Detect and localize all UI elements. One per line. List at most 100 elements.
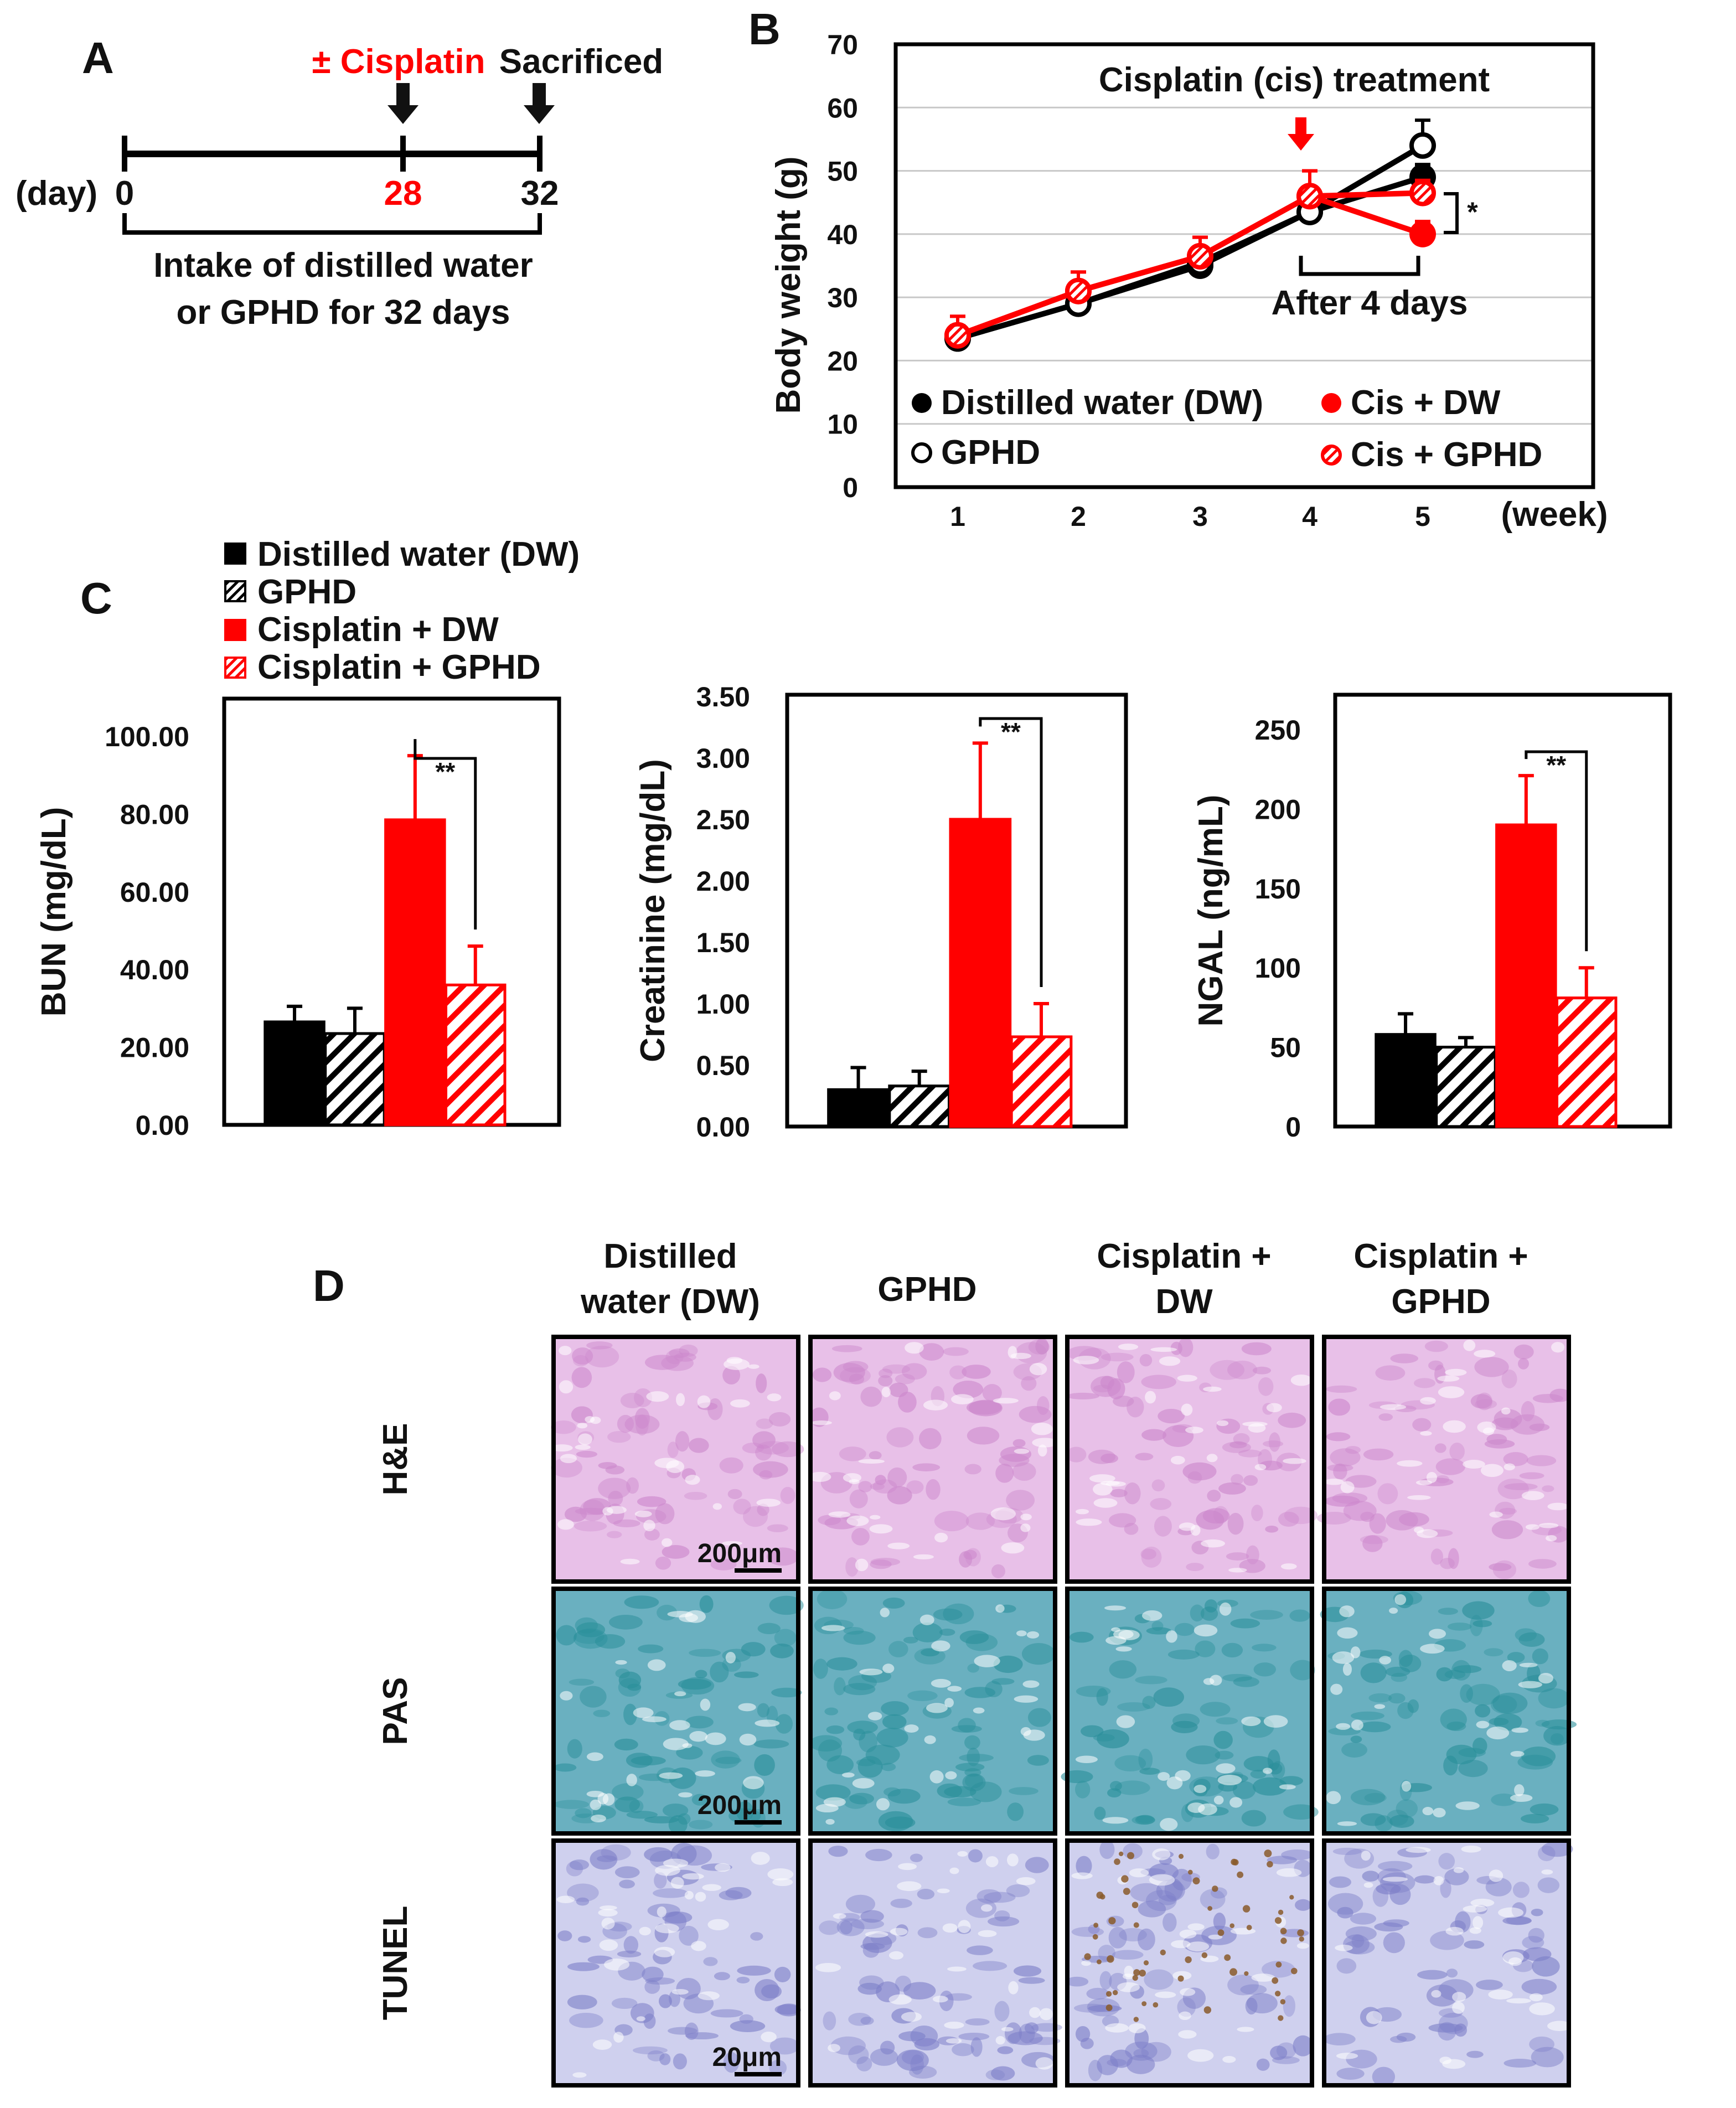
tubule-lumen xyxy=(1124,1965,1134,1977)
tissue-texture xyxy=(912,1622,943,1642)
tubule-lumen xyxy=(1102,1817,1129,1824)
tissue-texture xyxy=(644,1847,673,1862)
tissue-texture xyxy=(840,1367,871,1384)
tubule-lumen xyxy=(958,1920,971,1934)
tissue-texture xyxy=(1227,1512,1244,1535)
scale-bar-label: 200μm xyxy=(698,1791,782,1820)
tissue-texture xyxy=(1009,1787,1038,1795)
tubule-lumen xyxy=(698,1991,720,2001)
tissue-texture xyxy=(1134,2028,1149,2049)
tubule-lumen xyxy=(1031,1423,1053,1435)
tissue-texture xyxy=(933,1608,963,1621)
tissue-texture xyxy=(1532,1956,1560,1977)
data-point xyxy=(944,322,971,349)
tissue-texture xyxy=(1374,1922,1403,1932)
tissue-texture xyxy=(1503,1452,1528,1466)
tubule-lumen xyxy=(1508,1957,1522,1966)
tissue-texture xyxy=(1240,1984,1267,1995)
tunel-positive-cell xyxy=(1132,1975,1138,1981)
histology-image xyxy=(1065,1838,1314,2088)
tubule-lumen xyxy=(869,1524,893,1534)
tubule-lumen xyxy=(1401,1781,1412,1792)
tissue-texture xyxy=(608,1491,623,1506)
tissue-texture xyxy=(903,1636,918,1644)
tubule-lumen xyxy=(557,1519,574,1530)
tubule-lumen xyxy=(887,1542,910,1549)
tissue-texture xyxy=(959,1630,989,1644)
y-tick-label: 80.00 xyxy=(120,799,189,830)
tunel-positive-cell xyxy=(1289,1895,1294,1900)
legend-swatch-dw xyxy=(224,542,246,565)
tissue-texture xyxy=(1341,1742,1367,1758)
tissue-texture xyxy=(860,1910,884,1923)
tissue-texture xyxy=(1476,1392,1493,1410)
tissue-texture xyxy=(882,1714,907,1729)
tissue-texture xyxy=(586,1341,613,1350)
tissue-texture xyxy=(1021,1376,1037,1391)
tubule-lumen xyxy=(1229,1797,1243,1808)
bar xyxy=(1495,823,1557,1128)
tissue-texture xyxy=(970,2037,983,2057)
tubule-lumen xyxy=(751,1852,770,1865)
tissue-texture xyxy=(612,1783,644,1801)
tissue-texture xyxy=(1268,1432,1280,1452)
tissue-texture xyxy=(965,2018,990,2026)
tubule-lumen xyxy=(1118,1344,1139,1350)
tissue-texture xyxy=(684,1491,707,1500)
image-border xyxy=(551,1335,800,1584)
tissue-texture xyxy=(631,1756,666,1766)
tissue-texture xyxy=(1486,1434,1507,1445)
tissue-texture xyxy=(576,1622,606,1637)
tissue-texture xyxy=(1252,1366,1272,1375)
tissue-texture xyxy=(1504,1483,1538,1490)
tissue-texture xyxy=(949,1365,967,1380)
tissue-texture xyxy=(1139,1768,1160,1775)
tubule-lumen xyxy=(1185,1427,1203,1434)
legend-bar-label-cis-dw: Cisplatin + DW xyxy=(257,611,499,649)
tissue-texture xyxy=(878,1375,893,1387)
tissue-texture xyxy=(1506,1916,1532,1925)
y-tick-label: 0.50 xyxy=(696,1050,750,1081)
tissue-texture xyxy=(1451,1660,1471,1681)
tissue-texture xyxy=(1218,1482,1246,1495)
tubule-lumen xyxy=(1332,1651,1355,1664)
tubule-lumen xyxy=(1463,1905,1487,1913)
tunel-positive-cell xyxy=(1192,1877,1200,1885)
tubule-lumen xyxy=(715,1863,731,1872)
tissue-texture xyxy=(1117,1361,1135,1383)
histology-image xyxy=(1061,1587,1319,1836)
tissue-texture xyxy=(991,2066,1015,2081)
tissue-texture xyxy=(1464,1940,1485,1949)
tissue-texture xyxy=(614,1866,640,1879)
tubule-lumen xyxy=(730,1399,750,1408)
tubule-lumen xyxy=(1179,2011,1191,2021)
tubule-lumen xyxy=(1128,2023,1146,2033)
tubule-lumen xyxy=(1073,1356,1099,1365)
tissue-texture xyxy=(1162,1913,1177,1932)
tissue-texture xyxy=(571,1367,592,1388)
tubule-lumen xyxy=(865,1931,888,1938)
tissue-texture xyxy=(618,1671,642,1689)
tubule-lumen xyxy=(724,1358,750,1370)
significance-bracket-b xyxy=(1444,192,1459,234)
tissue-texture xyxy=(1396,2032,1416,2042)
tissue-texture xyxy=(1472,1620,1492,1628)
tubule-lumen xyxy=(815,1963,841,1972)
tissue-texture xyxy=(1326,1432,1351,1442)
tissue-texture xyxy=(753,1739,789,1749)
tissue-texture xyxy=(964,1464,981,1475)
tissue-texture xyxy=(623,1936,639,1954)
tubule-lumen xyxy=(825,1818,835,1825)
tissue-texture xyxy=(1019,1406,1052,1423)
tissue-texture xyxy=(1150,1498,1172,1510)
tubule-lumen xyxy=(642,1716,666,1723)
tissue-texture xyxy=(1325,1385,1357,1393)
tissue-texture xyxy=(1521,1814,1549,1823)
tubule-lumen xyxy=(1187,1923,1205,1931)
tissue-texture xyxy=(994,2001,1010,2022)
tunel-positive-cell xyxy=(1097,1959,1102,1965)
tubule-lumen xyxy=(931,1678,951,1688)
tissue-texture xyxy=(1458,1760,1488,1778)
tissue-texture xyxy=(848,2013,871,2026)
tubule-lumen xyxy=(1488,1990,1513,2000)
